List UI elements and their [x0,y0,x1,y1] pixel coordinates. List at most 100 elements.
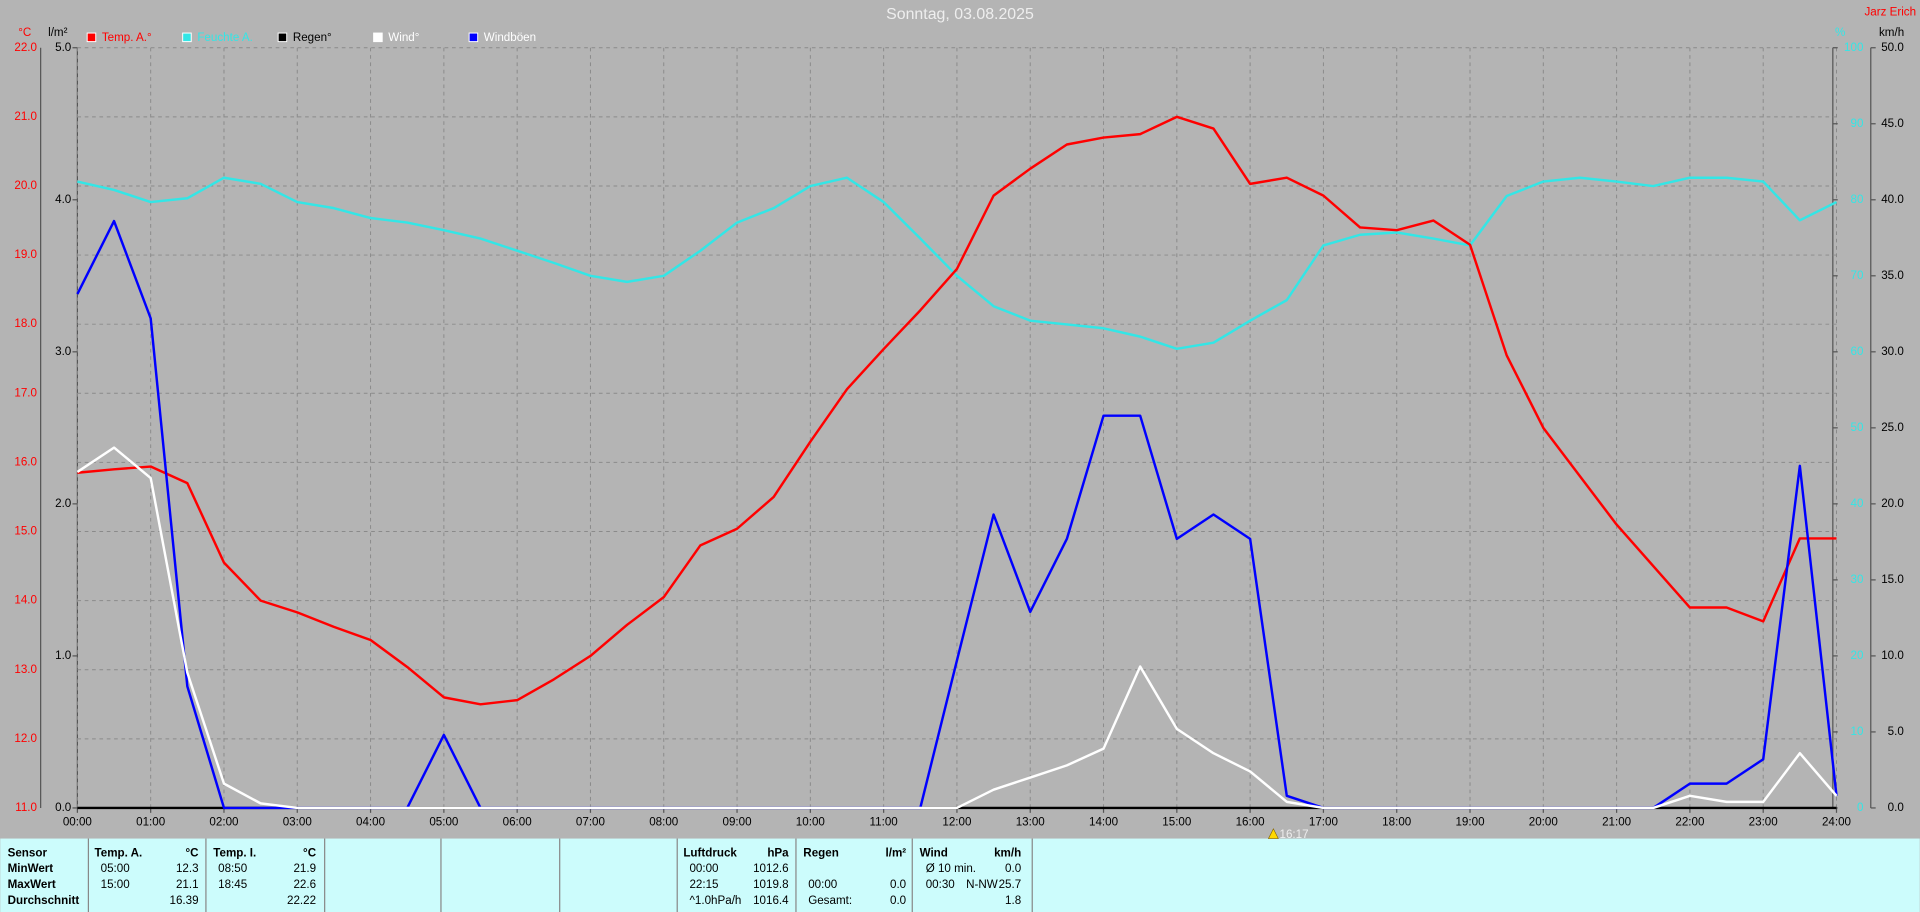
x-tick-label: 05:00 [429,816,458,829]
cell-value: 22.22 [287,894,316,907]
wind-tick-label: 40.0 [1881,193,1904,206]
annotation-marker [1267,828,1279,839]
hum-tick-label: 30 [1851,573,1864,586]
hum-tick-label: 20 [1851,649,1864,662]
summary-table: Sensor MinWert MaxWert Durchschnitt Temp. A.… [8,838,1033,912]
cell-value: 1019.8 [753,878,789,891]
cell-label: 15:00 [101,878,130,891]
cell-value: 12.3 [176,862,199,875]
x-tick-label: 11:00 [870,816,898,829]
rain-tick-label: 4.0 [55,193,71,206]
block-header: Wind [920,846,948,859]
author: Jarz Erich [1864,5,1916,18]
x-tick-label: 03:00 [283,816,312,829]
x-tick-label: 09:00 [723,816,752,829]
hum-tick-label: 40 [1851,497,1864,510]
cell-value: 1016.4 [753,894,789,907]
block-header: Temp. I. [213,846,256,859]
y-tick-label: 20.0 [14,179,37,192]
block-unit: hPa [767,846,789,859]
hum-tick-label: 50 [1851,421,1864,434]
x-tick-label: 23:00 [1749,816,1778,829]
x-tick-label: 22:00 [1675,816,1704,829]
row-label: Sensor [8,846,48,859]
y-axis-unit: °C [18,26,31,39]
cell-label: 00:00 [689,862,718,875]
x-tick-label: 12:00 [942,816,971,829]
series-line [77,115,1837,706]
y-tick-label: 15.0 [14,525,37,538]
x-tick-label: 18:00 [1382,816,1411,829]
x-tick-label: 13:00 [1016,816,1045,829]
cell-value: 16.39 [170,894,199,907]
x-tick-label: 17:00 [1309,816,1338,829]
cell-value: 1.8 [1005,894,1021,907]
row-label: MinWert [8,862,54,875]
hum-tick-label: 10 [1851,725,1864,738]
cell-label: 05:00 [101,862,130,875]
wind-tick-label: 35.0 [1881,269,1904,282]
rain-tick-label: 0.0 [55,801,71,814]
x-tick-label: 06:00 [503,816,532,829]
wind-tick-label: 45.0 [1881,117,1904,130]
cell-label: Ø 10 min. [926,862,976,875]
y-tick-label: 16.0 [14,455,37,468]
legend-swatch [182,32,192,43]
series-line [77,176,1838,351]
block-unit: km/h [994,846,1021,859]
cell-label: 22:15 [689,878,718,891]
series-line [76,446,1838,810]
wind-tick-label: 0.0 [1888,801,1904,814]
legend-swatch [373,32,383,43]
x-tick-label: 20:00 [1529,816,1558,829]
y-tick-label: 11.0 [15,801,37,814]
rain-tick-label: 5.0 [55,41,71,54]
row-label: MaxWert [8,878,56,891]
cell-value: 0.0 [890,878,906,891]
hum-axis-unit: % [1835,26,1845,39]
legend-swatch [86,32,97,43]
y-tick-label: 21.0 [14,110,37,123]
x-tick-label: 08:00 [649,816,678,829]
x-tick-label: 07:00 [576,816,605,829]
summary-panel [0,838,1920,912]
wind-tick-label: 5.0 [1888,725,1904,738]
y-tick-label: 13.0 [14,663,37,676]
x-tick-label: 24:00 [1822,816,1851,829]
cell-value: 0.0 [890,894,906,907]
legend-swatch [468,32,479,43]
x-tick-label: 15:00 [1162,816,1191,829]
legend-label: Regen° [293,31,332,44]
cell-value: 21.9 [293,862,316,875]
x-tick-label: 00:00 [63,816,92,829]
chart-title: Sonntag, 03.08.2025 [886,6,1034,23]
wind-tick-label: 20.0 [1881,497,1904,510]
row-label: Durchschnitt [8,894,80,907]
rain-tick-label: 1.0 [55,649,71,662]
cell-label: 00:30 [926,878,955,891]
hum-tick-label: 90 [1851,117,1864,130]
hum-tick-label: 100 [1844,41,1863,54]
cell-value: 0.0 [1005,862,1021,875]
cell-value: 22.6 [293,878,316,891]
hum-tick-label: 0 [1857,801,1863,814]
y-tick-label: 22.0 [14,41,37,54]
wind-tick-label: 15.0 [1881,573,1904,586]
cell-label: 08:50 [218,862,247,875]
x-tick-label: 16:00 [1236,816,1265,829]
wind-tick-label: 10.0 [1881,649,1904,662]
hum-tick-label: 80 [1851,193,1864,206]
legend-label: Wind° [388,31,419,44]
cell-value: 21.1 [176,878,199,891]
block-header: Luftdruck [683,846,737,859]
x-tick-label: 14:00 [1089,816,1118,829]
hum-tick-label: 70 [1851,269,1864,282]
y-tick-label: 18.0 [14,317,37,330]
y-tick-label: 19.0 [14,248,37,261]
block-unit: °C [303,846,317,859]
wind-tick-label: 25.0 [1881,421,1904,434]
block-unit: l/m² [885,846,906,859]
rain-tick-label: 3.0 [55,345,71,358]
